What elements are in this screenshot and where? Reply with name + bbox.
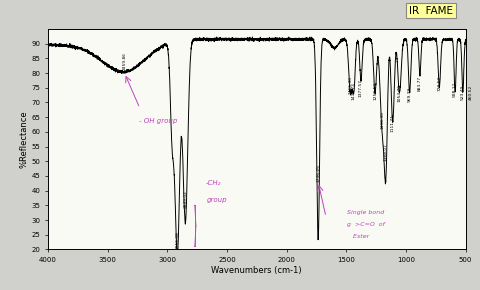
- Text: 1377.57: 1377.57: [359, 79, 363, 97]
- Text: 1436.73: 1436.73: [352, 82, 356, 99]
- Text: 1168.07: 1168.07: [384, 143, 388, 161]
- Text: 1111.71: 1111.71: [391, 114, 395, 132]
- Text: 1198.30: 1198.30: [380, 111, 384, 129]
- Text: 1465.30: 1465.30: [348, 76, 352, 94]
- Text: 588.12: 588.12: [453, 81, 457, 97]
- Text: 523.49: 523.49: [461, 84, 465, 99]
- X-axis label: Wavenumbers (cm-1): Wavenumbers (cm-1): [212, 266, 302, 275]
- Text: 460.52: 460.52: [468, 84, 472, 99]
- Text: Single bond: Single bond: [348, 210, 385, 215]
- Text: - OH group: - OH group: [139, 118, 177, 124]
- Text: -CH₂: -CH₂: [205, 180, 221, 186]
- Text: 3359.86: 3359.86: [122, 52, 127, 70]
- Text: g  >C=O  of: g >C=O of: [348, 222, 385, 227]
- Text: 2849.02: 2849.02: [183, 190, 187, 208]
- Text: 2916.08: 2916.08: [175, 231, 180, 249]
- Text: 883.77: 883.77: [418, 76, 422, 91]
- Y-axis label: %Reflectance: %Reflectance: [20, 110, 29, 168]
- Text: 969.38: 969.38: [408, 87, 412, 102]
- Text: 1054.76: 1054.76: [397, 84, 401, 102]
- Text: 1736.25: 1736.25: [316, 164, 320, 182]
- Text: Ester: Ester: [348, 234, 370, 239]
- Text: IR  FAME: IR FAME: [409, 6, 453, 16]
- Text: 1259.50: 1259.50: [373, 81, 377, 99]
- Text: group: group: [207, 197, 228, 203]
- Text: 720.52: 720.52: [437, 75, 441, 91]
